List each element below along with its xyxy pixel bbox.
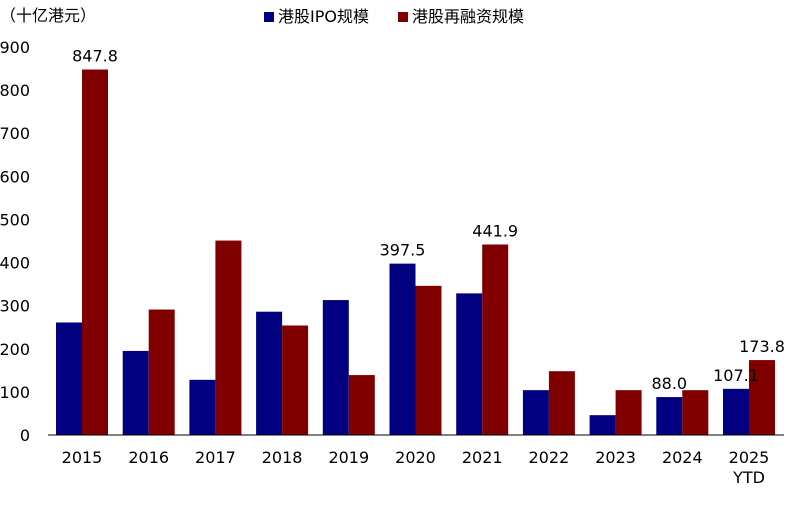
- y-tick-label: 600: [0, 167, 30, 186]
- bar-refinancing: [415, 285, 442, 435]
- bar-ipo: [189, 379, 216, 435]
- bar-refinancing: [82, 69, 108, 435]
- x-tick-label: 2025 YTD: [729, 448, 770, 487]
- data-label: 88.0: [651, 374, 687, 393]
- legend-swatch-refinancing: [398, 12, 408, 22]
- bar-ipo: [522, 390, 549, 435]
- bar-refinancing: [548, 371, 575, 435]
- bar-refinancing: [615, 390, 642, 435]
- legend: 港股IPO规模 港股再融资规模: [264, 7, 524, 26]
- x-tick-label: 2016: [128, 448, 169, 467]
- data-label: 397.5: [380, 241, 426, 260]
- x-tick-label: 2023: [595, 448, 636, 467]
- data-label: 847.8: [72, 47, 118, 66]
- bar-refinancing: [749, 360, 775, 435]
- legend-label-ipo: 港股IPO规模: [278, 7, 369, 26]
- data-labels: 847.8 397.5 441.9 88.0 107.1 173.8: [72, 47, 785, 394]
- y-axis-tick-labels: 0 100 200 300 400 500 600 700 800 900: [0, 38, 30, 445]
- x-tick-label: 2015: [62, 448, 103, 467]
- unit-label: （十亿港元）: [0, 6, 96, 25]
- bar-ipo: [656, 397, 683, 435]
- x-axis-tick-labels: 2015 2016 2017 2018 2019 2020 2021 2022 2023 2024…: [62, 448, 770, 487]
- x-tick-label: 2022: [529, 448, 570, 467]
- bar-ipo: [589, 415, 616, 435]
- bar-refinancing: [348, 375, 375, 435]
- bar-ipo: [122, 350, 149, 435]
- y-tick-label: 400: [0, 254, 30, 273]
- data-label: 107.1: [713, 366, 759, 385]
- y-tick-label: 0: [20, 426, 30, 445]
- bar-refinancing: [282, 325, 309, 435]
- legend-label-refinancing: 港股再融资规模: [412, 7, 524, 26]
- bar-ipo: [723, 388, 749, 435]
- x-tick-label: 2020: [395, 448, 436, 467]
- y-tick-label: 100: [0, 383, 30, 402]
- legend-swatch-ipo: [264, 12, 274, 22]
- bar-ipo: [56, 322, 82, 435]
- data-label: 441.9: [472, 221, 518, 240]
- bar-ipo: [322, 300, 349, 435]
- bar-refinancing: [682, 390, 709, 435]
- x-tick-label: 2018: [262, 448, 303, 467]
- bar-refinancing: [215, 240, 242, 435]
- x-tick-label: 2024: [662, 448, 703, 467]
- data-label: 173.8: [739, 337, 785, 356]
- y-tick-label: 900: [0, 38, 30, 57]
- y-tick-label: 700: [0, 124, 30, 143]
- x-tick-label: 2019: [328, 448, 369, 467]
- y-tick-label: 200: [0, 340, 30, 359]
- bar-refinancing: [148, 309, 175, 435]
- y-tick-label: 500: [0, 210, 30, 229]
- y-tick-label: 800: [0, 81, 30, 100]
- bar-refinancing: [482, 244, 509, 435]
- y-tick-label: 300: [0, 297, 30, 316]
- x-tick-label: 2017: [195, 448, 236, 467]
- bar-series: [56, 69, 775, 435]
- bar-ipo: [389, 263, 416, 435]
- bar-ipo: [456, 293, 483, 435]
- bar-ipo: [256, 311, 283, 435]
- x-tick-label: 2021: [462, 448, 503, 467]
